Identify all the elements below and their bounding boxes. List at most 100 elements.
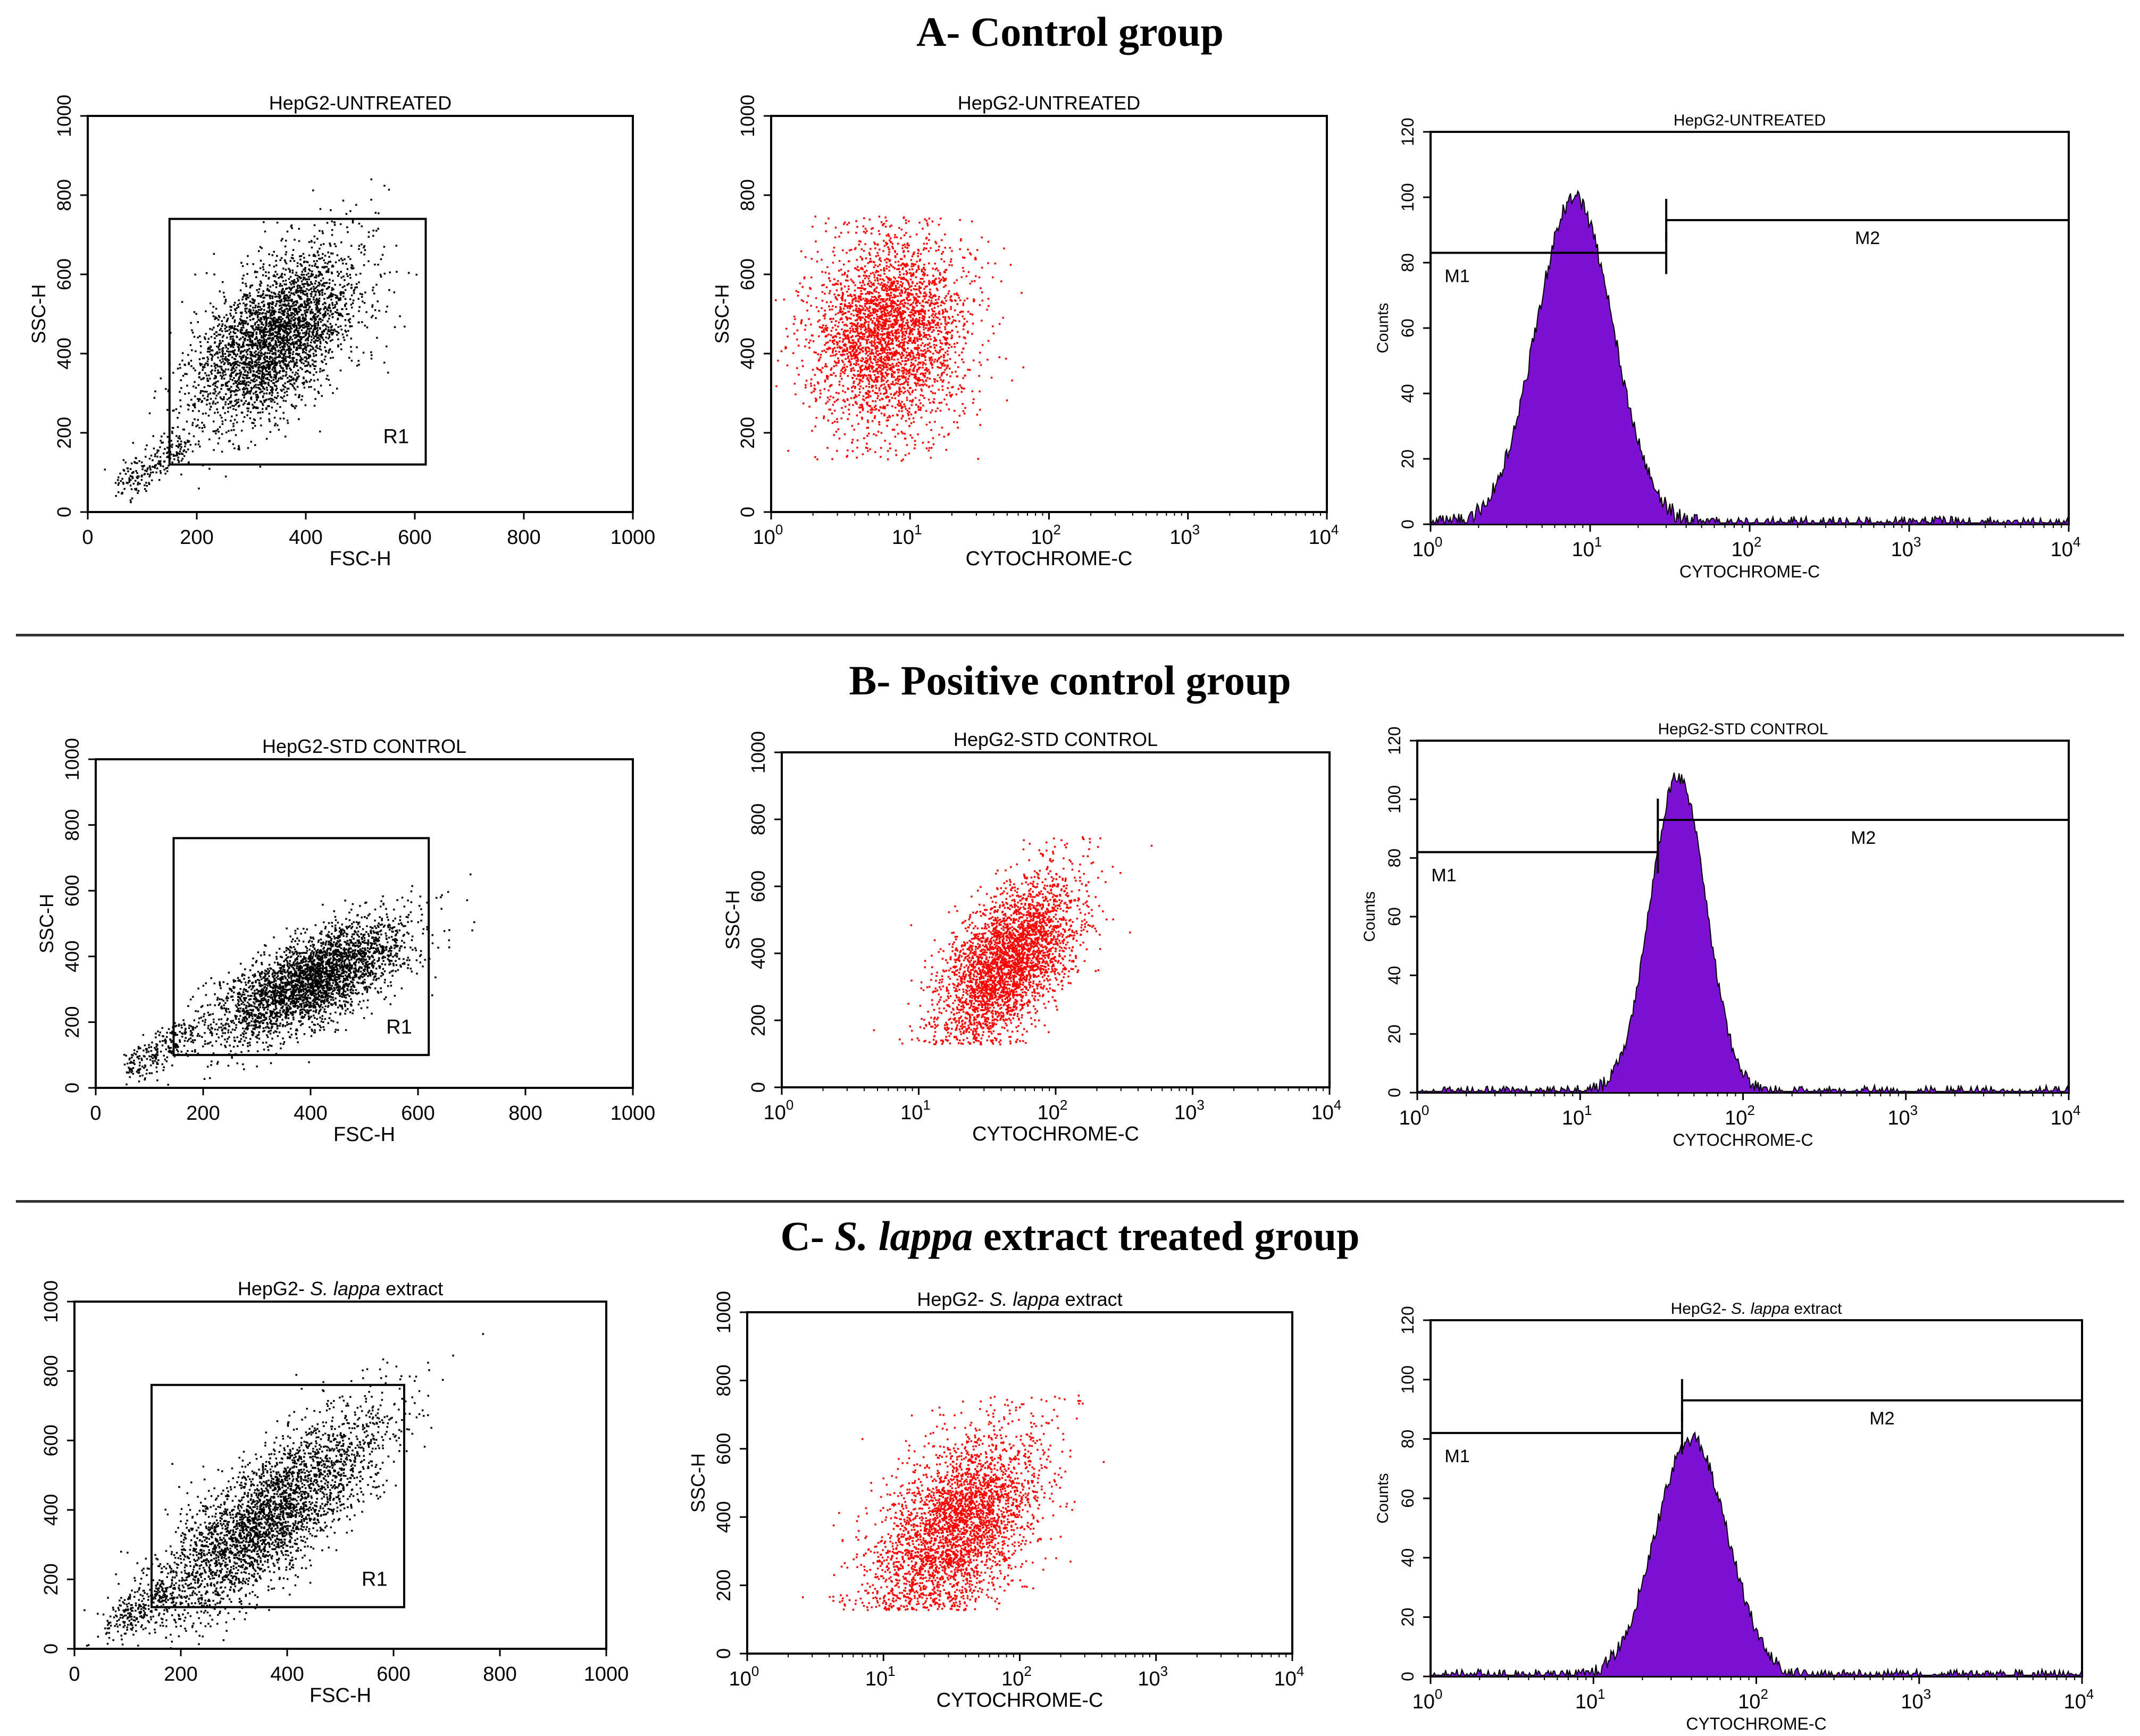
scatter-point (214, 412, 216, 414)
scatter-point (149, 466, 151, 469)
plot-frame (770, 115, 1328, 513)
scatter-point (909, 354, 912, 356)
scatter-point (242, 388, 245, 390)
scatter-point (941, 364, 943, 367)
scatter-point (215, 375, 218, 378)
scatter-point (241, 345, 244, 348)
scatter-point (246, 273, 248, 275)
scatter-point (282, 399, 285, 402)
scatter-point (913, 299, 916, 301)
scatter-point (337, 318, 339, 321)
scatter-point (897, 395, 900, 397)
scatter-point (266, 303, 269, 306)
scatter-point (184, 364, 186, 366)
scatter-point (290, 380, 292, 382)
scatter-point (295, 405, 297, 407)
scatter-point (276, 324, 279, 327)
scatter-point (340, 271, 342, 273)
scatter-point (296, 300, 298, 303)
scatter-point (835, 353, 838, 355)
scatter-point (228, 359, 230, 362)
scatter-point (213, 273, 215, 275)
scatter-point (901, 247, 904, 249)
scatter-point (260, 296, 262, 298)
scatter-point (922, 308, 924, 311)
scatter-point (318, 297, 321, 300)
scatter-point (231, 415, 233, 417)
scatter-point (303, 286, 305, 288)
scatter-point (290, 292, 292, 295)
scatter-point (255, 310, 257, 312)
scatter-point (292, 249, 295, 251)
scatter-point (296, 365, 298, 367)
scatter-point (317, 321, 319, 323)
scatter-point (375, 283, 378, 286)
scatter-point (300, 274, 303, 276)
scatter-point (261, 301, 263, 304)
scatter-point (273, 374, 276, 376)
scatter-point (857, 317, 860, 319)
scatter-point (372, 286, 374, 289)
scatter-point (199, 341, 202, 343)
scatter-point (912, 370, 914, 372)
scatter-point (314, 263, 316, 265)
scatter-point (270, 334, 272, 337)
scatter-point (918, 355, 921, 357)
scatter-point (331, 271, 333, 274)
scatter-point (246, 307, 248, 309)
scatter-point (272, 332, 274, 334)
scatter-point (906, 307, 908, 309)
scatter-point (338, 314, 340, 316)
scatter-point (255, 386, 257, 389)
scatter-point (279, 356, 281, 358)
scatter-point (261, 384, 263, 387)
scatter-point (922, 366, 924, 369)
scatter-point (227, 317, 229, 320)
scatter-point (939, 318, 941, 321)
scatter-point (325, 341, 327, 343)
scatter-point (233, 367, 235, 370)
scatter-point (307, 261, 309, 264)
scatter-point (311, 318, 313, 321)
scatter-point (358, 306, 361, 308)
scatter-point (946, 403, 948, 406)
scatter-point (863, 338, 865, 340)
scatter-point (263, 342, 265, 344)
scatter-point (929, 359, 931, 362)
y-tick-label: 200 (53, 417, 75, 449)
scatter-point (246, 343, 248, 346)
scatter-point (883, 223, 885, 225)
scatter-point (304, 266, 306, 269)
scatter-point (269, 431, 272, 433)
scatter-point (340, 329, 343, 331)
scatter-point (239, 353, 242, 355)
scatter-point (407, 272, 410, 274)
panel-title: HepG2-UNTREATED (269, 92, 452, 114)
scatter-point (272, 352, 275, 354)
scatter-point (272, 318, 275, 321)
scatter-point (307, 308, 310, 311)
scatter-point (288, 287, 291, 290)
scatter-point (218, 323, 221, 325)
scatter-point (341, 333, 344, 336)
scatter-point (274, 311, 277, 313)
scatter-point (258, 355, 261, 357)
scatter-point (315, 322, 317, 325)
scatter-point (906, 397, 908, 399)
scatter-point (244, 307, 246, 310)
scatter-point (229, 391, 232, 393)
scatter-point (310, 341, 312, 343)
scatter-point (339, 223, 342, 225)
scatter-point (850, 317, 852, 320)
scatter-point (247, 381, 249, 383)
scatter-point (389, 271, 391, 274)
scatter-point (186, 384, 188, 387)
scatter-point (918, 384, 921, 387)
scatter-point (238, 379, 240, 381)
scatter-point (289, 352, 291, 354)
scatter-point (847, 231, 849, 233)
scatter-point (228, 326, 231, 328)
scatter-point (166, 452, 168, 454)
scatter-point (930, 299, 933, 302)
scatter-point (893, 267, 896, 270)
